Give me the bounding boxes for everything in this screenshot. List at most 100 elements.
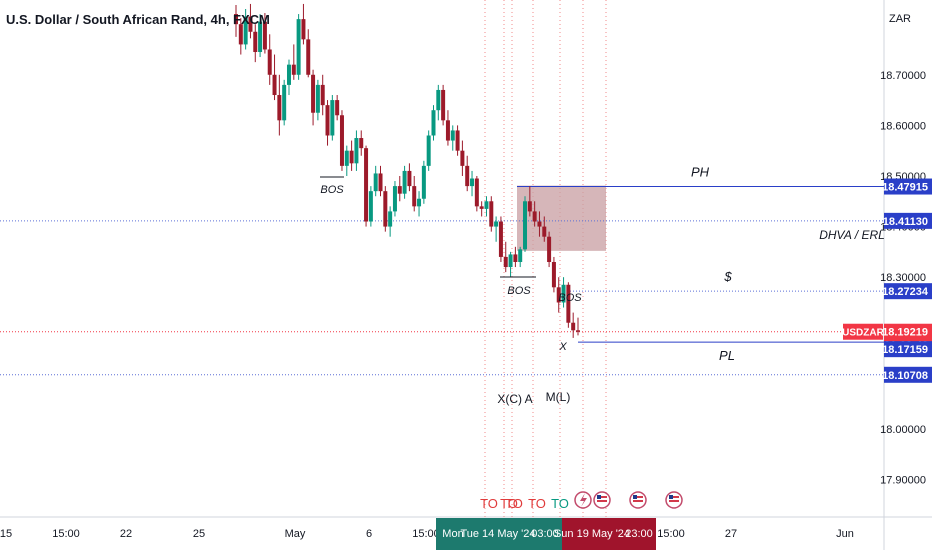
- candle-body: [547, 236, 552, 262]
- candle-body: [426, 135, 431, 166]
- wave-annotation: X: [558, 341, 567, 353]
- chart-title: U.S. Dollar / South African Rand, 4h, FX…: [6, 12, 270, 27]
- ph-price-tag: [884, 178, 932, 195]
- x-range-end: [562, 518, 656, 550]
- bos-annotation: BOS: [558, 292, 582, 304]
- candle-body: [234, 14, 238, 25]
- candle-body: [392, 186, 397, 212]
- low-price-tag-text: 18.10708: [882, 370, 928, 382]
- us-flag-icon-stripe: [669, 500, 679, 502]
- y-tick-label: 18.70000: [880, 70, 926, 82]
- candle-body: [320, 84, 325, 106]
- low-price-tag: [884, 366, 932, 383]
- candle-body: [296, 19, 301, 75]
- candle-body: [243, 16, 248, 45]
- symbol-tag: [843, 323, 883, 340]
- candle-body: [277, 95, 282, 121]
- candle-body: [556, 287, 561, 303]
- candle-body: [508, 254, 513, 268]
- y-tick-label: 18.30000: [880, 272, 926, 284]
- x-range-end-date: Sun 19 May '24: [554, 528, 630, 540]
- candle-body: [421, 165, 426, 199]
- event-marker: TO: [500, 496, 518, 511]
- dollar-label: $: [723, 269, 732, 284]
- y-tick-label: 18.60000: [880, 120, 926, 132]
- candle-body: [262, 21, 267, 50]
- x-tick-label: 25: [193, 528, 205, 540]
- candle-body: [470, 178, 475, 187]
- event-marker: TO: [480, 496, 498, 511]
- candle-body: [479, 206, 484, 209]
- candle-body: [537, 221, 542, 227]
- candle-body: [571, 322, 576, 331]
- x-tick-label: May: [285, 528, 306, 540]
- candle-body: [373, 173, 378, 192]
- us-flag-icon-stripe: [597, 496, 607, 498]
- candle-body: [417, 198, 422, 207]
- candle-body: [455, 130, 460, 151]
- candle-body: [238, 24, 243, 45]
- pl-price-tag-text: 18.17159: [882, 344, 928, 356]
- candle-body: [286, 64, 291, 85]
- x-tick-label: 27: [725, 528, 737, 540]
- candle-body: [450, 130, 455, 141]
- x-tick-label: 15:00: [52, 528, 80, 540]
- candle-body: [566, 284, 571, 323]
- supply-zone: [517, 185, 606, 251]
- candle-body: [527, 201, 532, 212]
- candle-body: [412, 186, 417, 207]
- symbol-tag-text: USDZAR: [842, 328, 884, 339]
- candle-body: [258, 21, 263, 53]
- last-price-tag-text: 18.19219: [882, 327, 928, 339]
- candle-body: [542, 226, 547, 237]
- us-flag-icon-stripe: [633, 500, 643, 502]
- candle-body: [325, 105, 330, 136]
- candle-body: [513, 254, 518, 262]
- x-range-end-time: 23:00: [625, 528, 653, 540]
- candle-body: [474, 178, 479, 207]
- event-marker: TO: [551, 496, 569, 511]
- event-marker: TO: [528, 496, 546, 511]
- candle-body: [344, 150, 349, 166]
- candle-body: [397, 186, 402, 194]
- candle-body: [330, 100, 335, 136]
- us-flag-icon-stripe: [669, 496, 679, 498]
- candle-body: [402, 170, 407, 194]
- dhva-price-tag-text: 18.41130: [883, 216, 928, 228]
- candle-body: [445, 120, 450, 141]
- x-range-start: [436, 518, 562, 550]
- candle-body: [383, 191, 388, 227]
- us-flag-icon-canton: [669, 495, 673, 499]
- candle-body: [248, 16, 253, 32]
- x-range-start-time: 03:00: [531, 528, 559, 540]
- candle-body: [494, 221, 499, 227]
- candle-body: [354, 138, 359, 164]
- candle-body: [532, 211, 537, 222]
- candle-body: [315, 84, 320, 113]
- candle-body: [378, 173, 383, 192]
- pl-price-tag: [884, 341, 932, 358]
- candle-body: [364, 148, 369, 222]
- candle-body: [267, 49, 272, 75]
- candle-body: [368, 191, 373, 222]
- x-tick-label: Jun: [836, 528, 854, 540]
- candle-body: [282, 84, 287, 121]
- us-flag-icon-canton: [597, 495, 601, 499]
- dhva-price-tag: [884, 212, 932, 229]
- x-tick-label: 22: [120, 528, 132, 540]
- candle-body: [301, 19, 306, 40]
- x-tick-label: 6: [366, 528, 372, 540]
- candle-body: [431, 110, 436, 136]
- candle-body: [498, 221, 503, 257]
- currency-label: ZAR: [889, 13, 911, 25]
- candle-body: [407, 170, 412, 187]
- x-range-start-date: Tue 14 May '24: [460, 528, 535, 540]
- candle-body: [441, 89, 446, 121]
- candle-body: [518, 249, 523, 262]
- us-flag-icon-canton: [633, 495, 637, 499]
- us-flag-icon-stripe: [597, 500, 607, 502]
- candle-body: [460, 150, 465, 166]
- dhva-label: DHVA / ERL: [819, 228, 885, 242]
- y-tick-label: 18.00000: [880, 424, 926, 436]
